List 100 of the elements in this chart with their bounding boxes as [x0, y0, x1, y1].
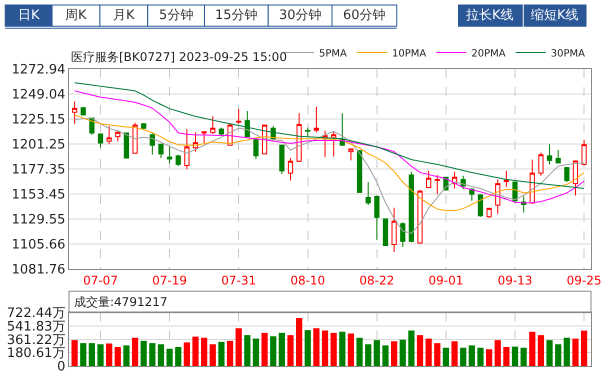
x-tick-label: 07-19	[152, 273, 188, 288]
text: 60分钟	[343, 8, 386, 23]
bar	[72, 340, 78, 366]
candlestick	[486, 207, 492, 218]
x-tick-label: 09-01	[428, 273, 464, 288]
candlestick	[400, 222, 406, 248]
bar	[304, 330, 311, 366]
candlestick	[408, 171, 414, 243]
legend-label: 20PMA	[471, 48, 506, 60]
candlestick	[356, 150, 362, 193]
bar	[218, 342, 225, 366]
bar	[114, 346, 121, 366]
bar	[226, 340, 234, 366]
candlestick	[218, 127, 224, 136]
y-tick-label: 180.61万	[6, 346, 66, 362]
bar	[149, 343, 156, 366]
bar	[374, 340, 380, 366]
text: 30分钟	[279, 8, 322, 23]
bar	[140, 340, 147, 366]
y-tick-label: 1272.94	[12, 62, 66, 78]
bar	[468, 345, 475, 366]
candlestick	[158, 143, 164, 159]
line-series	[74, 118, 585, 234]
bar	[348, 334, 354, 366]
candlestick	[426, 170, 432, 188]
bar	[486, 349, 492, 366]
bar	[460, 348, 466, 366]
candlestick	[176, 154, 181, 167]
bar	[175, 346, 182, 366]
text: 5分钟	[159, 8, 194, 23]
bar	[365, 344, 372, 366]
y-tick-label: 1225.15	[12, 112, 66, 128]
y-tick-label: 0	[57, 360, 66, 375]
candlestick	[374, 194, 380, 240]
bar	[426, 338, 432, 366]
candlestick	[581, 139, 587, 166]
bar	[408, 330, 414, 366]
bar	[184, 342, 190, 366]
bar	[313, 328, 320, 366]
candlestick	[564, 166, 570, 183]
candlestick	[124, 132, 130, 160]
legend-label: 30PMA	[550, 48, 586, 60]
candlestick	[184, 128, 190, 170]
line-series	[74, 82, 585, 189]
bar	[356, 338, 363, 366]
bar	[494, 340, 501, 366]
bar	[158, 344, 164, 366]
bar	[201, 338, 208, 366]
bar	[296, 318, 302, 366]
candlestick	[80, 106, 86, 116]
candlestick	[279, 144, 284, 175]
bar	[538, 335, 544, 366]
bar	[80, 343, 86, 366]
bar	[382, 345, 389, 366]
candlestick	[210, 116, 216, 134]
x-tick-label: 08-22	[359, 273, 394, 288]
y-tick-label: 1201.25	[12, 138, 66, 153]
bar	[339, 332, 346, 366]
bar	[520, 348, 527, 366]
text: 月K	[113, 8, 135, 23]
x-tick-label: 08-10	[290, 273, 326, 288]
y-tick-label: 1105.66	[12, 238, 66, 252]
bar	[546, 340, 553, 366]
bar	[580, 330, 588, 366]
candlestick	[348, 148, 354, 161]
candlestick	[314, 106, 320, 133]
text: 日K	[18, 8, 40, 23]
bar	[270, 336, 276, 366]
candlestick	[192, 132, 198, 152]
bar	[400, 340, 406, 366]
candlestick	[382, 218, 388, 247]
candlestick	[141, 122, 146, 130]
bar	[442, 348, 450, 366]
bar	[210, 344, 216, 366]
chart-title: 医疗服务[BK0727] 2023-09-25 15:00	[71, 50, 287, 64]
text: 缩短K线	[531, 8, 579, 23]
bar	[529, 332, 536, 366]
bar	[287, 335, 294, 366]
y-tick-label: 1153.45	[12, 188, 66, 203]
candlestick	[72, 100, 78, 124]
legend-label: 10PMA	[392, 48, 426, 60]
candlestick	[331, 130, 336, 157]
y-tick-label: 1249.04	[12, 88, 66, 103]
bar	[572, 338, 579, 366]
y-tick-label: 1129.55	[12, 212, 66, 228]
bar	[451, 341, 458, 366]
candlestick	[340, 112, 345, 146]
candlestick	[546, 144, 552, 165]
candlestick	[150, 132, 155, 156]
chart-title: 成交量:4791217	[74, 295, 168, 309]
bar	[416, 335, 424, 366]
candlestick	[253, 138, 259, 160]
bar	[503, 346, 510, 366]
x-tick-label: 09-13	[498, 273, 532, 288]
bar	[97, 344, 104, 366]
candlestick	[305, 127, 310, 138]
candlestick	[417, 190, 423, 244]
y-tick-label: 541.83万	[6, 320, 66, 335]
candlestick	[98, 132, 104, 148]
candlestick	[434, 174, 440, 195]
